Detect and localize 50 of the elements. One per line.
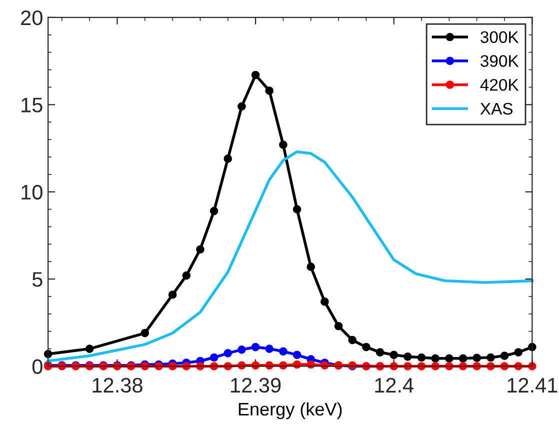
x-tick-label: 12.4 <box>375 378 414 392</box>
point <box>306 262 316 271</box>
point <box>334 322 343 330</box>
point <box>417 353 426 362</box>
point <box>486 353 495 362</box>
point <box>238 102 246 111</box>
point <box>472 354 482 362</box>
legend-label: XAS <box>480 102 512 115</box>
point <box>320 298 329 306</box>
point <box>182 271 191 280</box>
point <box>251 342 260 352</box>
x-tick-label: 12.39 <box>231 378 281 393</box>
point <box>376 348 384 356</box>
point <box>224 348 232 358</box>
point <box>500 352 509 360</box>
point <box>210 206 218 216</box>
point <box>238 346 246 354</box>
point <box>292 205 302 214</box>
point <box>431 354 440 363</box>
y-tick-label: 10 <box>22 184 42 200</box>
legend-label: 300K <box>480 31 519 44</box>
point <box>251 70 260 80</box>
point <box>514 348 523 356</box>
point <box>458 354 468 363</box>
point <box>140 328 150 338</box>
point <box>528 342 536 352</box>
y-tick-label: 20 <box>21 10 42 26</box>
point <box>265 344 274 353</box>
point <box>445 354 454 363</box>
point <box>362 342 370 352</box>
point <box>404 352 412 361</box>
y-tick-label: 0 <box>32 359 42 374</box>
x-tick-label: 12.41 <box>508 378 558 392</box>
point <box>224 154 232 163</box>
point <box>168 290 177 299</box>
point <box>390 350 398 360</box>
point <box>279 140 288 149</box>
point <box>196 245 204 254</box>
point <box>279 347 288 356</box>
point <box>292 350 302 360</box>
point <box>265 86 274 95</box>
point <box>85 344 94 353</box>
x-axis-title: Energy (keV) <box>238 402 342 420</box>
point <box>348 336 357 344</box>
y-tick-label: 15 <box>22 98 42 112</box>
x-tick-label: 12.38 <box>92 378 142 393</box>
legend-label: 420K <box>480 78 519 91</box>
point <box>210 353 218 362</box>
y-tick-label: 5 <box>32 272 42 287</box>
legend-label: 390K <box>480 55 519 67</box>
